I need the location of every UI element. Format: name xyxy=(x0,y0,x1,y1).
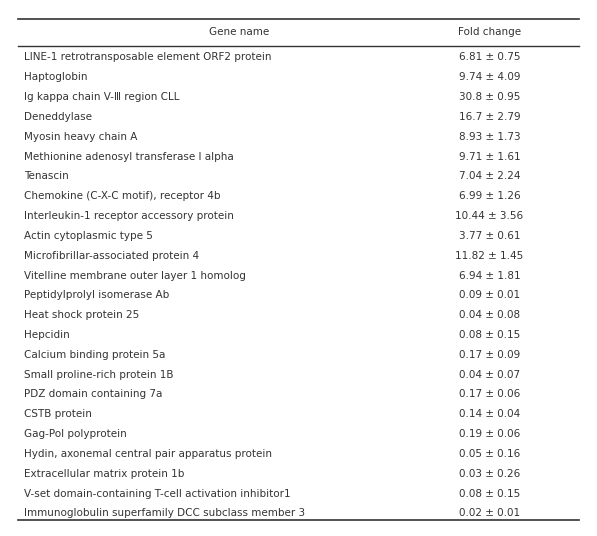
Text: Methionine adenosyl transferase I alpha: Methionine adenosyl transferase I alpha xyxy=(24,152,233,161)
Text: Immunoglobulin superfamily DCC subclass member 3: Immunoglobulin superfamily DCC subclass … xyxy=(24,509,305,518)
Text: 6.81 ± 0.75: 6.81 ± 0.75 xyxy=(458,53,521,62)
Text: Microfibrillar-associated protein 4: Microfibrillar-associated protein 4 xyxy=(24,251,199,260)
Text: Hydin, axonemal central pair apparatus protein: Hydin, axonemal central pair apparatus p… xyxy=(24,449,272,459)
Text: 7.04 ± 2.24: 7.04 ± 2.24 xyxy=(458,172,521,181)
Text: Fold change: Fold change xyxy=(458,27,521,37)
Text: Small proline-rich protein 1B: Small proline-rich protein 1B xyxy=(24,370,173,379)
Text: 9.71 ± 1.61: 9.71 ± 1.61 xyxy=(458,152,521,161)
Text: V-set domain-containing T-cell activation inhibitor1: V-set domain-containing T-cell activatio… xyxy=(24,489,291,498)
Text: 0.14 ± 0.04: 0.14 ± 0.04 xyxy=(459,410,520,419)
Text: 6.99 ± 1.26: 6.99 ± 1.26 xyxy=(458,191,521,201)
Text: 6.94 ± 1.81: 6.94 ± 1.81 xyxy=(458,271,521,280)
Text: 0.05 ± 0.16: 0.05 ± 0.16 xyxy=(459,449,520,459)
Text: Peptidylprolyl isomerase Ab: Peptidylprolyl isomerase Ab xyxy=(24,291,169,300)
Text: 0.09 ± 0.01: 0.09 ± 0.01 xyxy=(459,291,520,300)
Text: 0.08 ± 0.15: 0.08 ± 0.15 xyxy=(459,330,520,340)
Text: 11.82 ± 1.45: 11.82 ± 1.45 xyxy=(456,251,524,260)
Text: Extracellular matrix protein 1b: Extracellular matrix protein 1b xyxy=(24,469,184,479)
Text: 0.17 ± 0.06: 0.17 ± 0.06 xyxy=(459,390,520,399)
Text: 0.08 ± 0.15: 0.08 ± 0.15 xyxy=(459,489,520,498)
Text: CSTB protein: CSTB protein xyxy=(24,410,92,419)
Text: 8.93 ± 1.73: 8.93 ± 1.73 xyxy=(458,132,521,142)
Text: 3.77 ± 0.61: 3.77 ± 0.61 xyxy=(458,231,521,241)
Text: 0.04 ± 0.07: 0.04 ± 0.07 xyxy=(459,370,520,379)
Text: LINE-1 retrotransposable element ORF2 protein: LINE-1 retrotransposable element ORF2 pr… xyxy=(24,53,272,62)
Text: Actin cytoplasmic type 5: Actin cytoplasmic type 5 xyxy=(24,231,153,241)
Text: Calcium binding protein 5a: Calcium binding protein 5a xyxy=(24,350,165,360)
Text: Ig kappa chain V-Ⅲ region CLL: Ig kappa chain V-Ⅲ region CLL xyxy=(24,92,179,102)
Text: 0.02 ± 0.01: 0.02 ± 0.01 xyxy=(459,509,520,518)
Text: 9.74 ± 4.09: 9.74 ± 4.09 xyxy=(458,72,521,82)
Text: Myosin heavy chain A: Myosin heavy chain A xyxy=(24,132,137,142)
Text: Hepcidin: Hepcidin xyxy=(24,330,70,340)
Text: PDZ domain containing 7a: PDZ domain containing 7a xyxy=(24,390,162,399)
Text: Haptoglobin: Haptoglobin xyxy=(24,72,87,82)
Text: Deneddylase: Deneddylase xyxy=(24,112,92,122)
Text: Vitelline membrane outer layer 1 homolog: Vitelline membrane outer layer 1 homolog xyxy=(24,271,246,280)
Text: 0.17 ± 0.09: 0.17 ± 0.09 xyxy=(459,350,520,360)
Text: Interleukin-1 receptor accessory protein: Interleukin-1 receptor accessory protein xyxy=(24,211,234,221)
Text: 10.44 ± 3.56: 10.44 ± 3.56 xyxy=(456,211,524,221)
Text: Gene name: Gene name xyxy=(209,27,269,37)
Text: 0.03 ± 0.26: 0.03 ± 0.26 xyxy=(459,469,520,479)
Text: Tenascin: Tenascin xyxy=(24,172,69,181)
Text: 30.8 ± 0.95: 30.8 ± 0.95 xyxy=(459,92,520,102)
Text: 16.7 ± 2.79: 16.7 ± 2.79 xyxy=(458,112,521,122)
Text: Heat shock protein 25: Heat shock protein 25 xyxy=(24,310,139,320)
Text: Chemokine (C-X-C motif), receptor 4b: Chemokine (C-X-C motif), receptor 4b xyxy=(24,191,220,201)
Text: 0.04 ± 0.08: 0.04 ± 0.08 xyxy=(459,310,520,320)
Text: 0.19 ± 0.06: 0.19 ± 0.06 xyxy=(459,429,520,439)
Text: Gag-Pol polyprotein: Gag-Pol polyprotein xyxy=(24,429,127,439)
